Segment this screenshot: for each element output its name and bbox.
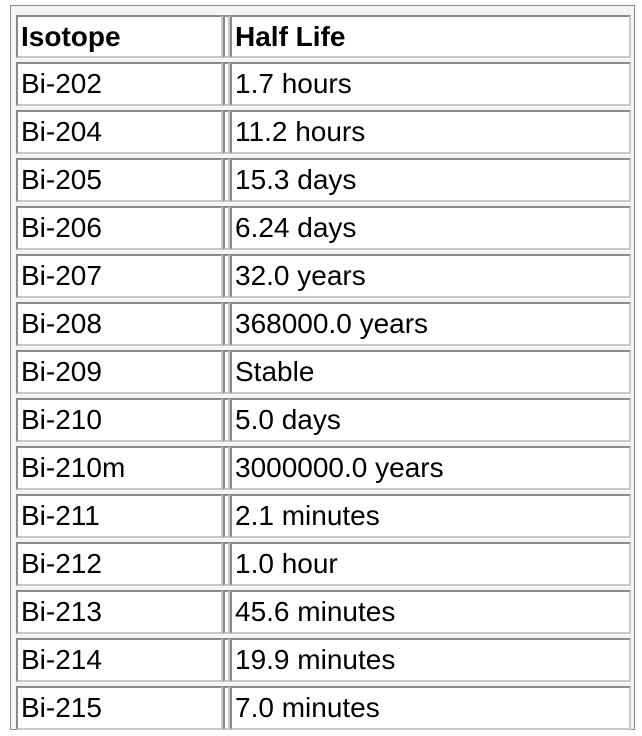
table-row: Bi-212 1.0 hour	[16, 542, 631, 586]
table-row: Bi-202 1.7 hours	[16, 62, 631, 106]
column-gap	[223, 206, 230, 250]
table-body: Bi-202 1.7 hours Bi-204 11.2 hours Bi-205 15.…	[16, 62, 631, 730]
isotope-half-life-table: Isotope Half Life Bi-202 1.7 hours Bi-204 1…	[16, 11, 631, 734]
table-row: Bi-211 2.1 minutes	[16, 494, 631, 538]
isotope-cell: Bi-202	[16, 62, 223, 106]
half-life-cell: 11.2 hours	[230, 110, 631, 154]
table-row: Bi-207 32.0 years	[16, 254, 631, 298]
column-gap	[223, 494, 230, 538]
table-row: Bi-204 11.2 hours	[16, 110, 631, 154]
half-life-cell: 7.0 minutes	[230, 686, 631, 730]
isotope-cell: Bi-206	[16, 206, 223, 250]
isotope-cell: Bi-210m	[16, 446, 223, 490]
half-life-cell: 45.6 minutes	[230, 590, 631, 634]
isotope-cell: Bi-210	[16, 398, 223, 442]
table-row: Bi-215 7.0 minutes	[16, 686, 631, 730]
column-gap	[223, 446, 230, 490]
table-row: Bi-206 6.24 days	[16, 206, 631, 250]
half-life-cell: 19.9 minutes	[230, 638, 631, 682]
table-header-row: Isotope Half Life	[16, 15, 631, 58]
table-row: Bi-213 45.6 minutes	[16, 590, 631, 634]
isotope-cell: Bi-207	[16, 254, 223, 298]
table-row: Bi-214 19.9 minutes	[16, 638, 631, 682]
column-gap	[223, 638, 230, 682]
half-life-cell: 368000.0 years	[230, 302, 631, 346]
table-row: Bi-209 Stable	[16, 350, 631, 394]
column-gap	[223, 398, 230, 442]
isotope-cell: Bi-211	[16, 494, 223, 538]
isotope-cell: Bi-205	[16, 158, 223, 202]
half-life-cell: 15.3 days	[230, 158, 631, 202]
column-gap	[223, 110, 230, 154]
table-row: Bi-205 15.3 days	[16, 158, 631, 202]
column-gap	[223, 15, 230, 58]
isotope-cell: Bi-215	[16, 686, 223, 730]
isotope-cell: Bi-213	[16, 590, 223, 634]
half-life-cell: 32.0 years	[230, 254, 631, 298]
half-life-cell: 5.0 days	[230, 398, 631, 442]
table-row: Bi-210 5.0 days	[16, 398, 631, 442]
half-life-cell: 6.24 days	[230, 206, 631, 250]
isotope-cell: Bi-212	[16, 542, 223, 586]
half-life-cell: Stable	[230, 350, 631, 394]
isotope-cell: Bi-204	[16, 110, 223, 154]
half-life-cell: 1.7 hours	[230, 62, 631, 106]
column-gap	[223, 158, 230, 202]
isotope-cell: Bi-209	[16, 350, 223, 394]
column-gap	[223, 254, 230, 298]
header-isotope: Isotope	[16, 15, 223, 58]
isotope-cell: Bi-208	[16, 302, 223, 346]
column-gap	[223, 350, 230, 394]
isotope-table-container: Isotope Half Life Bi-202 1.7 hours Bi-204 1…	[10, 5, 635, 730]
half-life-cell: 1.0 hour	[230, 542, 631, 586]
isotope-cell: Bi-214	[16, 638, 223, 682]
column-gap	[223, 590, 230, 634]
half-life-cell: 3000000.0 years	[230, 446, 631, 490]
column-gap	[223, 302, 230, 346]
column-gap	[223, 62, 230, 106]
table-row: Bi-210m 3000000.0 years	[16, 446, 631, 490]
half-life-cell: 2.1 minutes	[230, 494, 631, 538]
table-row: Bi-208 368000.0 years	[16, 302, 631, 346]
header-half-life: Half Life	[230, 15, 631, 58]
column-gap	[223, 542, 230, 586]
column-gap	[223, 686, 230, 730]
